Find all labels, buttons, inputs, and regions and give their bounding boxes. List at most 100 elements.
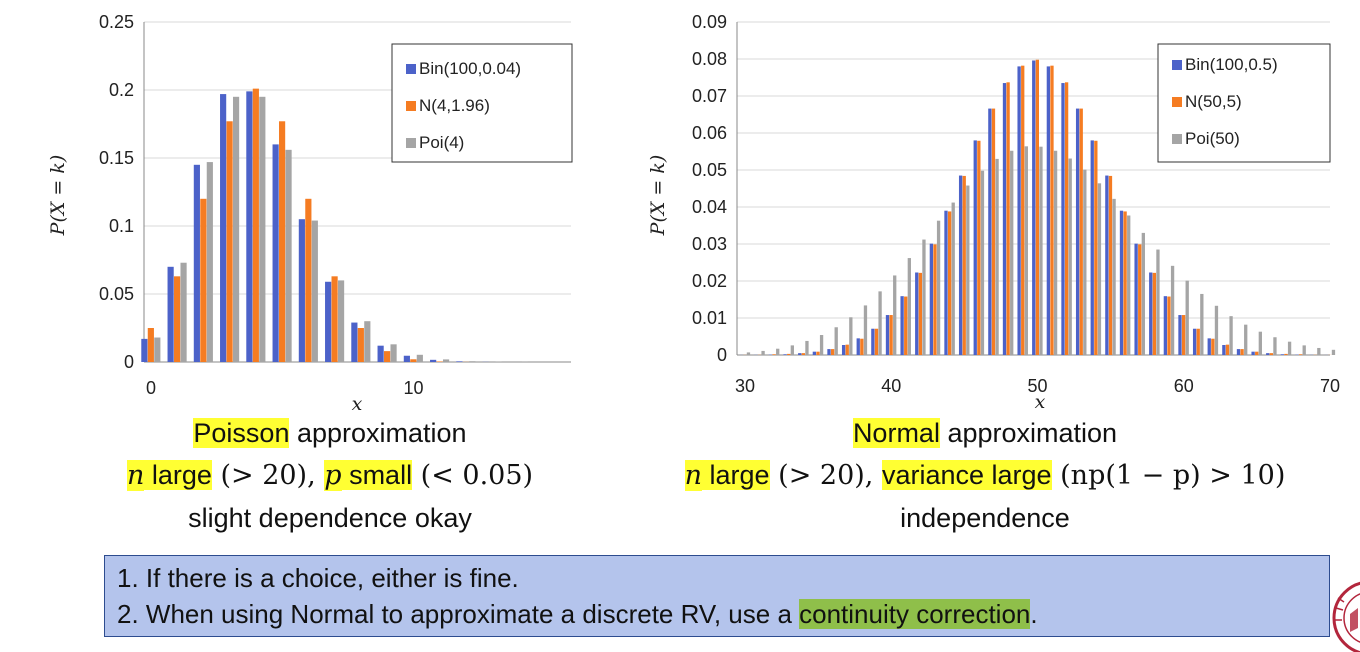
bar-normal: [226, 121, 233, 362]
legend-label: Bin(100,0.5): [1185, 55, 1278, 74]
bar-bin: [1149, 272, 1153, 355]
caption-line-2: n large (> 20), p small (< 0.05): [90, 454, 570, 497]
bar-poisson: [834, 327, 838, 355]
bar-bin: [456, 361, 463, 362]
bar-normal: [1094, 140, 1098, 355]
bar-bin: [1017, 66, 1021, 356]
bar-bin: [1105, 175, 1109, 355]
bar-bin: [1192, 328, 1197, 355]
bar-poisson: [390, 344, 397, 362]
bar-poisson: [790, 345, 794, 355]
caption-line-2: n large (> 20), variance large (np(1 − p…: [620, 454, 1350, 497]
bar-bin: [1178, 315, 1182, 355]
bar-poisson: [878, 291, 882, 355]
bar-poisson: [337, 280, 345, 362]
bar-poisson: [364, 321, 371, 362]
continuity-correction-highlight: continuity correction: [799, 599, 1031, 629]
bar-normal: [962, 175, 966, 355]
bar-bin: [1251, 351, 1255, 355]
bar-normal: [801, 353, 806, 355]
bar-poisson: [1141, 232, 1145, 355]
bar-poisson: [416, 354, 423, 362]
bar-bin: [1032, 60, 1036, 355]
bar-normal: [1006, 82, 1010, 355]
bar-normal: [1167, 296, 1171, 355]
legend-label: N(4,1.96): [419, 96, 490, 115]
bar-poisson: [1200, 293, 1204, 355]
y-tick-label: 0.01: [692, 308, 727, 328]
bar-bin: [900, 296, 904, 355]
bar-bin: [298, 219, 305, 362]
bar-normal: [918, 272, 923, 355]
y-axis-title: P(X = k): [47, 155, 69, 237]
bar-bin: [929, 243, 934, 355]
caption-text: approximation: [289, 418, 467, 448]
bar-poisson: [1024, 146, 1028, 355]
bar-normal: [384, 351, 391, 362]
bar-normal: [1211, 338, 1215, 355]
large-highlight: large: [702, 460, 770, 490]
bar-poisson: [1273, 337, 1277, 355]
bar-poisson: [154, 337, 161, 362]
bar-normal: [1021, 65, 1025, 355]
bar-bin: [1280, 354, 1285, 355]
bar-normal: [1225, 344, 1230, 355]
bar-normal: [174, 276, 181, 362]
bar-normal: [1050, 65, 1054, 355]
y-tick-label: 0.15: [99, 148, 134, 168]
bar-poisson: [180, 262, 187, 362]
bar-bin: [430, 359, 437, 362]
legend: Bin(100,0.04) N(4,1.96) Poi(4): [391, 43, 573, 163]
y-tick-label: 0.03: [692, 234, 727, 254]
n-variable: n: [126, 460, 145, 491]
bar-bin: [272, 144, 279, 362]
x-tick-label: 40: [881, 376, 901, 396]
bar-bin: [325, 281, 332, 362]
x-tick-label: 70: [1320, 376, 1340, 396]
bar-poisson: [1317, 347, 1321, 355]
caption-text: approximation: [939, 418, 1118, 448]
y-tick-label: 0.05: [692, 160, 727, 180]
bar-poisson: [442, 359, 450, 362]
bar-poisson: [995, 158, 999, 355]
bar-bin: [1266, 353, 1270, 355]
bar-normal: [305, 198, 312, 362]
bar-bin: [798, 353, 802, 355]
bar-poisson: [1068, 158, 1072, 355]
legend-label: Poi(4): [419, 133, 464, 152]
x-tick-label: 30: [735, 376, 755, 396]
y-tick-label: 0: [124, 352, 134, 372]
bar-normal: [816, 351, 820, 355]
bar-bin: [871, 328, 875, 355]
bar-bin: [220, 94, 227, 362]
bar-poisson: [863, 305, 868, 355]
y-tick-label: 0.09: [692, 12, 727, 32]
large-highlight: large: [144, 460, 212, 490]
bar-poisson: [311, 220, 318, 362]
n-variable: n: [684, 460, 703, 491]
bar-poisson: [936, 220, 941, 355]
bar-poisson: [285, 149, 292, 362]
bar-bin: [1002, 83, 1007, 356]
bar-bin: [1134, 243, 1138, 355]
y-tick-label: 0.05: [99, 284, 134, 304]
bar-bin: [1236, 349, 1241, 355]
university-seal-icon: [1332, 581, 1360, 652]
bar-bin: [958, 175, 963, 355]
bar-normal: [1064, 82, 1069, 355]
bar-poisson: [1244, 324, 1248, 355]
bar-bin: [1046, 66, 1051, 356]
bar-poisson: [1097, 183, 1102, 355]
note-text: 2. When using Normal to approximate a di…: [117, 599, 800, 629]
bar-bin: [351, 322, 358, 362]
note-box: 1. If there is a choice, either is fine.…: [104, 555, 1330, 637]
bar-poisson: [776, 348, 780, 355]
bar-normal: [977, 140, 981, 355]
bar-normal: [1298, 354, 1303, 355]
y-tick-label: 0.04: [692, 197, 727, 217]
bar-poisson: [1083, 169, 1087, 355]
x-tick-label: 10: [403, 378, 423, 398]
bar-normal: [830, 349, 835, 355]
bar-bin: [988, 108, 992, 355]
bar-poisson: [966, 185, 970, 355]
